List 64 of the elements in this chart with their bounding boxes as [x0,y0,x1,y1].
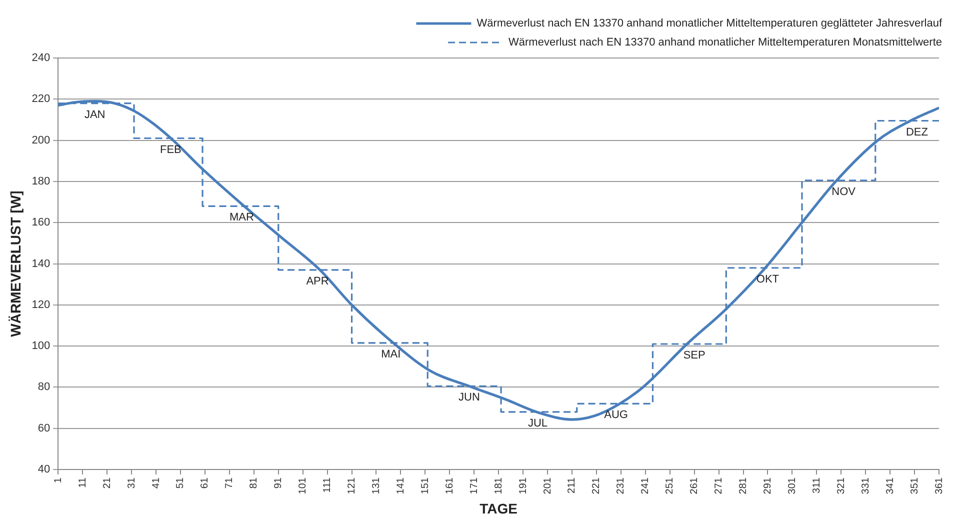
annotation: MAR [229,212,254,224]
x-tick-label: 331 [860,477,872,494]
y-axis-title: WÄRMEVERLUST [W] [7,190,24,337]
x-tick-label: 191 [518,477,529,494]
x-tick-label: 361 [934,477,945,494]
y-tick-label: 220 [32,93,50,106]
x-tick-label: 141 [395,477,406,494]
annotation: JAN [84,108,106,121]
x-tick-label: 131 [370,477,382,494]
x-tick-label: 161 [444,477,456,494]
y-tick-label: 240 [32,52,50,64]
y-tick-label: 160 [32,216,50,229]
legend-label: Wärmeverlust nach EN 13370 anhand monatlicher Mitteltemperaturen Monatsmittelwerte [508,36,942,49]
annotation: APR [306,275,329,288]
x-tick-label: 71 [224,477,236,489]
x-tick-label: 291 [762,477,774,494]
x-tick-label: 11 [77,477,88,488]
annotation: OKT [756,273,780,286]
x-tick-label: 321 [836,477,847,494]
x-tick-label: 21 [102,477,113,489]
x-tick-label: 41 [150,477,162,489]
y-tick-label: 200 [32,134,50,146]
x-axis-title: TAGE [480,500,518,516]
x-tick-label: 351 [909,477,920,494]
x-tick-label: 101 [298,477,309,494]
y-tick-label: 60 [38,422,50,434]
x-tick-label: 251 [664,477,676,494]
x-tick-label: 211 [566,477,578,494]
annotation: SEP [683,350,706,362]
y-tick-label: 120 [32,298,50,311]
x-tick-label: 241 [640,477,652,494]
legend-label: Wärmeverlust nach EN 13370 anhand monatlicher Mitteltemperaturen geglätteter Jahresverlauf [476,18,943,30]
x-tick-label: 231 [616,477,627,494]
y-tick-label: 100 [32,340,50,352]
x-tick-label: 31 [126,477,138,489]
annotation: DEZ [906,126,928,138]
x-tick-label: 281 [738,477,750,494]
x-tick-label: 111 [322,477,334,493]
x-tick-label: 301 [786,477,798,494]
x-tick-label: 201 [542,477,554,494]
x-tick-label: 341 [884,477,896,494]
x-tick-label: 1 [52,477,64,484]
annotation: MAI [381,348,401,361]
x-tick-label: 151 [420,477,431,494]
annotation: AUG [604,409,628,422]
x-tick-label: 221 [591,477,602,494]
annotation: JUN [458,392,480,404]
x-tick-label: 311 [811,477,822,494]
y-tick-label: 80 [38,381,50,394]
x-tick-label: 181 [493,477,504,494]
annotation: NOV [832,186,856,198]
y-tick-label: 40 [38,464,50,476]
x-tick-label: 261 [689,477,700,494]
x-tick-label: 121 [346,477,358,494]
x-tick-label: 271 [714,477,725,494]
x-tick-label: 171 [468,477,480,494]
annotation: FEB [160,144,182,156]
y-tick-label: 180 [32,175,50,188]
x-tick-label: 51 [175,477,186,489]
x-tick-label: 61 [200,477,211,489]
y-tick-label: 140 [32,258,50,270]
annotation: JUL [528,417,548,430]
x-tick-label: 91 [273,477,284,489]
x-tick-label: 81 [248,477,260,489]
